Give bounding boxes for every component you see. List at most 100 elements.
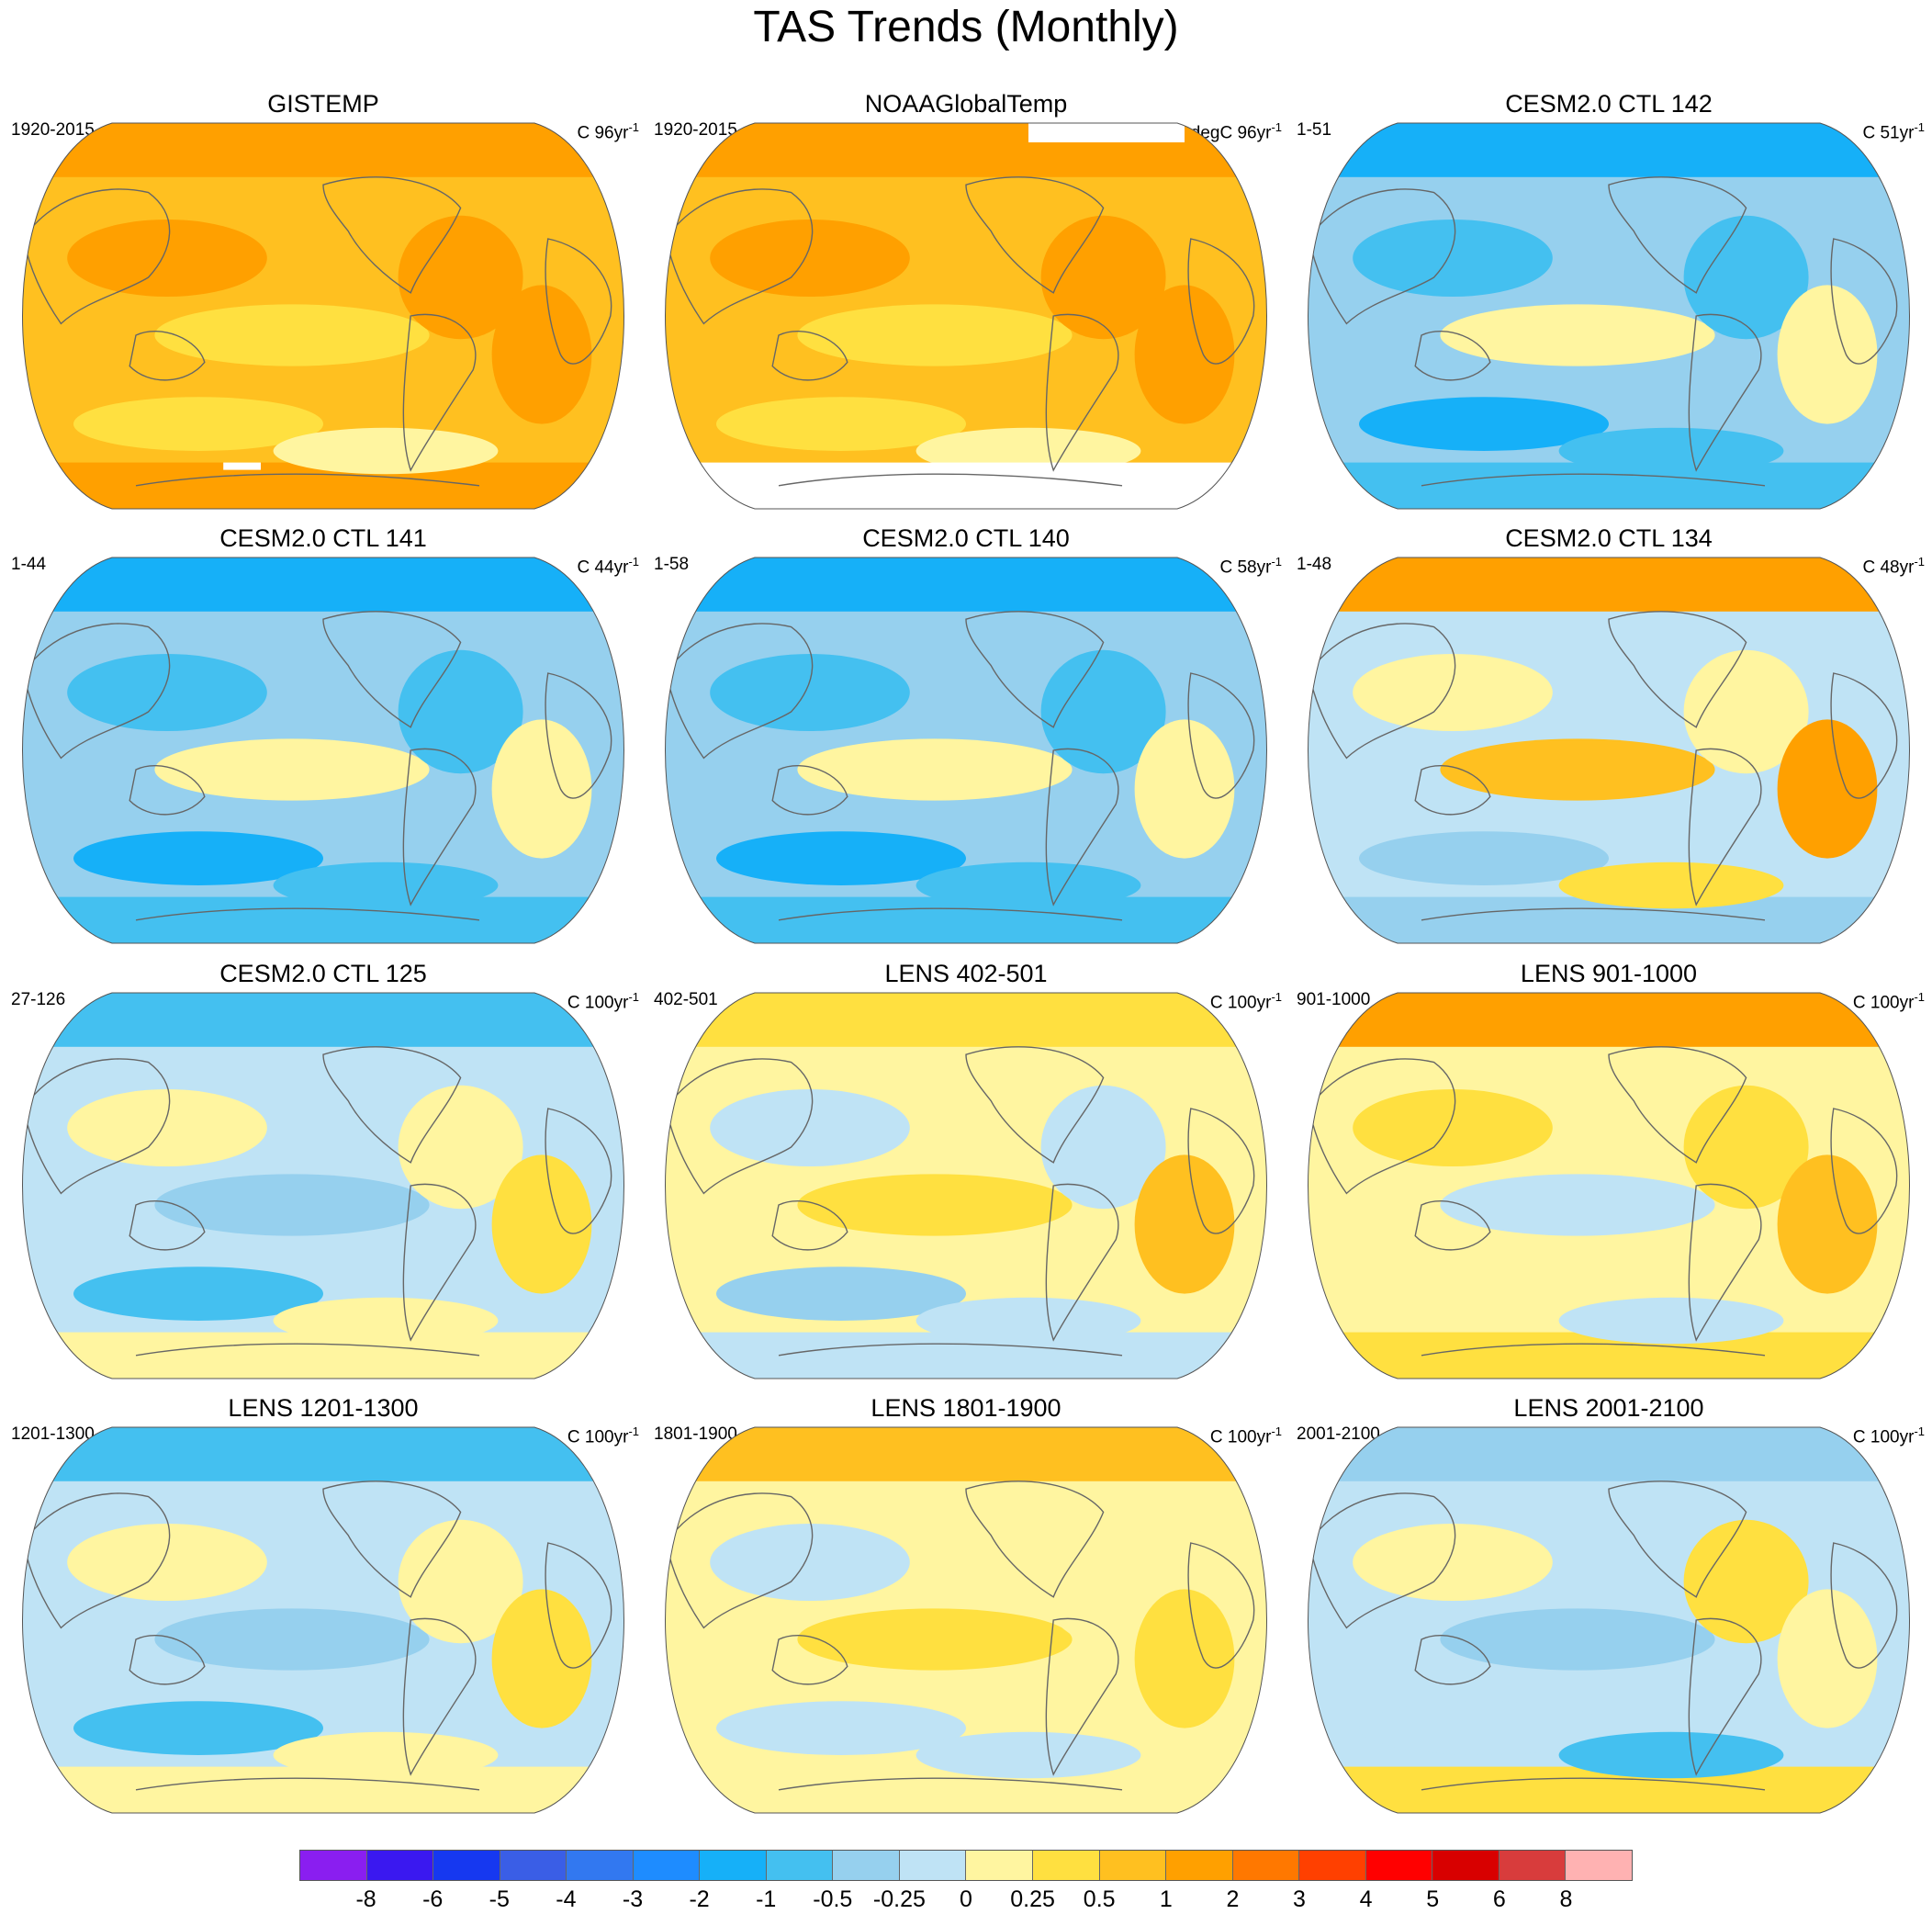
map-outline bbox=[665, 557, 1267, 944]
colorbar-tick-label: 3 bbox=[1293, 1886, 1306, 1912]
colorbar-tick-label: 8 bbox=[1559, 1886, 1573, 1912]
map-panel: LENS 1801-1900 1801-1900 C 100yr-1 bbox=[645, 1392, 1287, 1833]
robinson-map bbox=[22, 122, 624, 510]
coastline bbox=[771, 1635, 848, 1685]
trend-anomaly-region bbox=[273, 861, 499, 909]
trend-anomaly-region bbox=[1777, 285, 1878, 424]
trend-anomaly-region bbox=[491, 285, 592, 424]
antarctic-band bbox=[1308, 1332, 1910, 1379]
map-outline bbox=[1308, 992, 1910, 1379]
trend-anomaly-region bbox=[491, 1589, 592, 1728]
panel-period-label: 2001-2100 bbox=[1297, 1424, 1380, 1444]
trend-anomaly-region bbox=[1359, 1267, 1609, 1321]
coastline bbox=[402, 313, 477, 472]
trend-anomaly-region bbox=[1440, 1608, 1715, 1671]
coastline bbox=[1045, 1183, 1119, 1342]
panel-period-label: 1201-1300 bbox=[11, 1424, 95, 1444]
coastline bbox=[1187, 672, 1255, 799]
colorbar-swatch bbox=[1166, 1851, 1233, 1880]
coastline bbox=[1608, 1481, 1747, 1598]
trend-anomaly-region bbox=[1558, 1731, 1784, 1779]
trend-anomaly-region bbox=[1134, 1154, 1235, 1294]
colorbar-swatch bbox=[1566, 1851, 1632, 1880]
colorbar-swatch bbox=[633, 1851, 701, 1880]
map-outline bbox=[1308, 557, 1910, 944]
arctic-band bbox=[22, 1427, 624, 1481]
trend-anomaly-region bbox=[67, 1524, 267, 1601]
robinson-map bbox=[22, 992, 624, 1379]
trend-anomaly-region bbox=[1558, 861, 1784, 909]
coastline bbox=[402, 1617, 477, 1776]
trend-anomaly-region bbox=[1134, 285, 1235, 424]
coastline bbox=[1187, 238, 1255, 365]
panel-period-label: 1-44 bbox=[11, 555, 47, 574]
panel-period-label: 1920-2015 bbox=[11, 120, 95, 140]
arctic-band bbox=[1308, 993, 1910, 1047]
trend-anomaly-region bbox=[1683, 1519, 1809, 1644]
coastline bbox=[1414, 765, 1491, 816]
colorbar-swatch bbox=[833, 1851, 900, 1880]
map-panel: CESM2.0 CTL 134 1-48 C 48yr-1 bbox=[1287, 523, 1930, 963]
colorbar-swatch bbox=[899, 1851, 967, 1880]
panel-units-label: C 58yr-1 bbox=[1219, 555, 1282, 578]
coastline bbox=[1608, 1046, 1747, 1164]
trend-anomaly-region bbox=[273, 427, 499, 475]
map-panel: NOAAGlobalTemp 1920-2015 degC 96yr-1 bbox=[645, 88, 1287, 529]
colorbar-tick-label: 0.5 bbox=[1083, 1886, 1116, 1912]
coastline bbox=[778, 473, 1123, 487]
colorbar-tick-label: 5 bbox=[1426, 1886, 1440, 1912]
map-outline bbox=[665, 1426, 1267, 1814]
map-outline bbox=[22, 1426, 624, 1814]
panel-units-label: C 96yr-1 bbox=[577, 120, 639, 143]
map-panel: CESM2.0 CTL 141 1-44 C 44yr-1 bbox=[2, 523, 645, 963]
trend-anomaly-region bbox=[1683, 649, 1809, 774]
colorbar-swatch bbox=[1432, 1851, 1500, 1880]
map-panel: LENS 402-501 402-501 C 100yr-1 bbox=[645, 958, 1287, 1399]
colorbar-swatch bbox=[1499, 1851, 1567, 1880]
coastline bbox=[1414, 1635, 1491, 1685]
panel-period-label: 402-501 bbox=[654, 990, 718, 1009]
coastline bbox=[771, 1200, 848, 1251]
coastline bbox=[545, 1542, 612, 1669]
coastline bbox=[322, 1481, 462, 1598]
colorbar-tick-label: 6 bbox=[1492, 1886, 1506, 1912]
trend-anomaly-region bbox=[1777, 1154, 1878, 1294]
coastline bbox=[22, 1492, 171, 1629]
antarctic-band bbox=[22, 1332, 624, 1379]
trend-anomaly-region bbox=[73, 397, 323, 451]
trend-anomaly-region bbox=[1134, 719, 1235, 859]
trend-anomaly-region bbox=[1777, 1589, 1878, 1728]
trend-anomaly-region bbox=[154, 304, 430, 366]
trend-anomaly-region bbox=[398, 215, 523, 340]
colorbar-labels: -8 -6 -5 -4 -3 -2 -1 -0.5 -0.25 0 0.25 0.5 1 2 3 4 5 6 8 bbox=[0, 1886, 1932, 1914]
trend-anomaly-region bbox=[1134, 1589, 1235, 1728]
colorbar-tick-label: -5 bbox=[489, 1886, 510, 1912]
colorbar-tick-label: -0.25 bbox=[872, 1886, 926, 1912]
trend-anomaly-region bbox=[398, 1519, 523, 1644]
trend-anomaly-region bbox=[1683, 1085, 1809, 1210]
robinson-map bbox=[1308, 122, 1910, 510]
coastline bbox=[129, 331, 206, 381]
map-outline bbox=[665, 122, 1267, 510]
trend-anomaly-region bbox=[1359, 1701, 1609, 1755]
coastline bbox=[1688, 313, 1762, 472]
trend-anomaly-region bbox=[1359, 831, 1609, 885]
colorbar-tick-label: -8 bbox=[355, 1886, 376, 1912]
panel-units-label: C 44yr-1 bbox=[577, 555, 639, 578]
colorbar-swatch bbox=[300, 1851, 367, 1880]
coastline bbox=[545, 672, 612, 799]
panel-title: CESM2.0 CTL 134 bbox=[1505, 524, 1713, 552]
panel-units-label: C 100yr-1 bbox=[1852, 990, 1925, 1013]
coastline bbox=[771, 331, 848, 381]
trend-anomaly-region bbox=[710, 1524, 910, 1601]
coastline bbox=[402, 1183, 477, 1342]
coastline bbox=[1830, 1542, 1898, 1669]
map-outline bbox=[1308, 122, 1910, 510]
robinson-map bbox=[22, 1426, 624, 1814]
trend-anomaly-region bbox=[710, 654, 910, 731]
map-outline bbox=[22, 122, 624, 510]
trend-anomaly-region bbox=[1353, 1524, 1553, 1601]
coastline bbox=[322, 176, 462, 294]
robinson-map bbox=[665, 557, 1267, 944]
trend-anomaly-region bbox=[73, 1267, 323, 1321]
